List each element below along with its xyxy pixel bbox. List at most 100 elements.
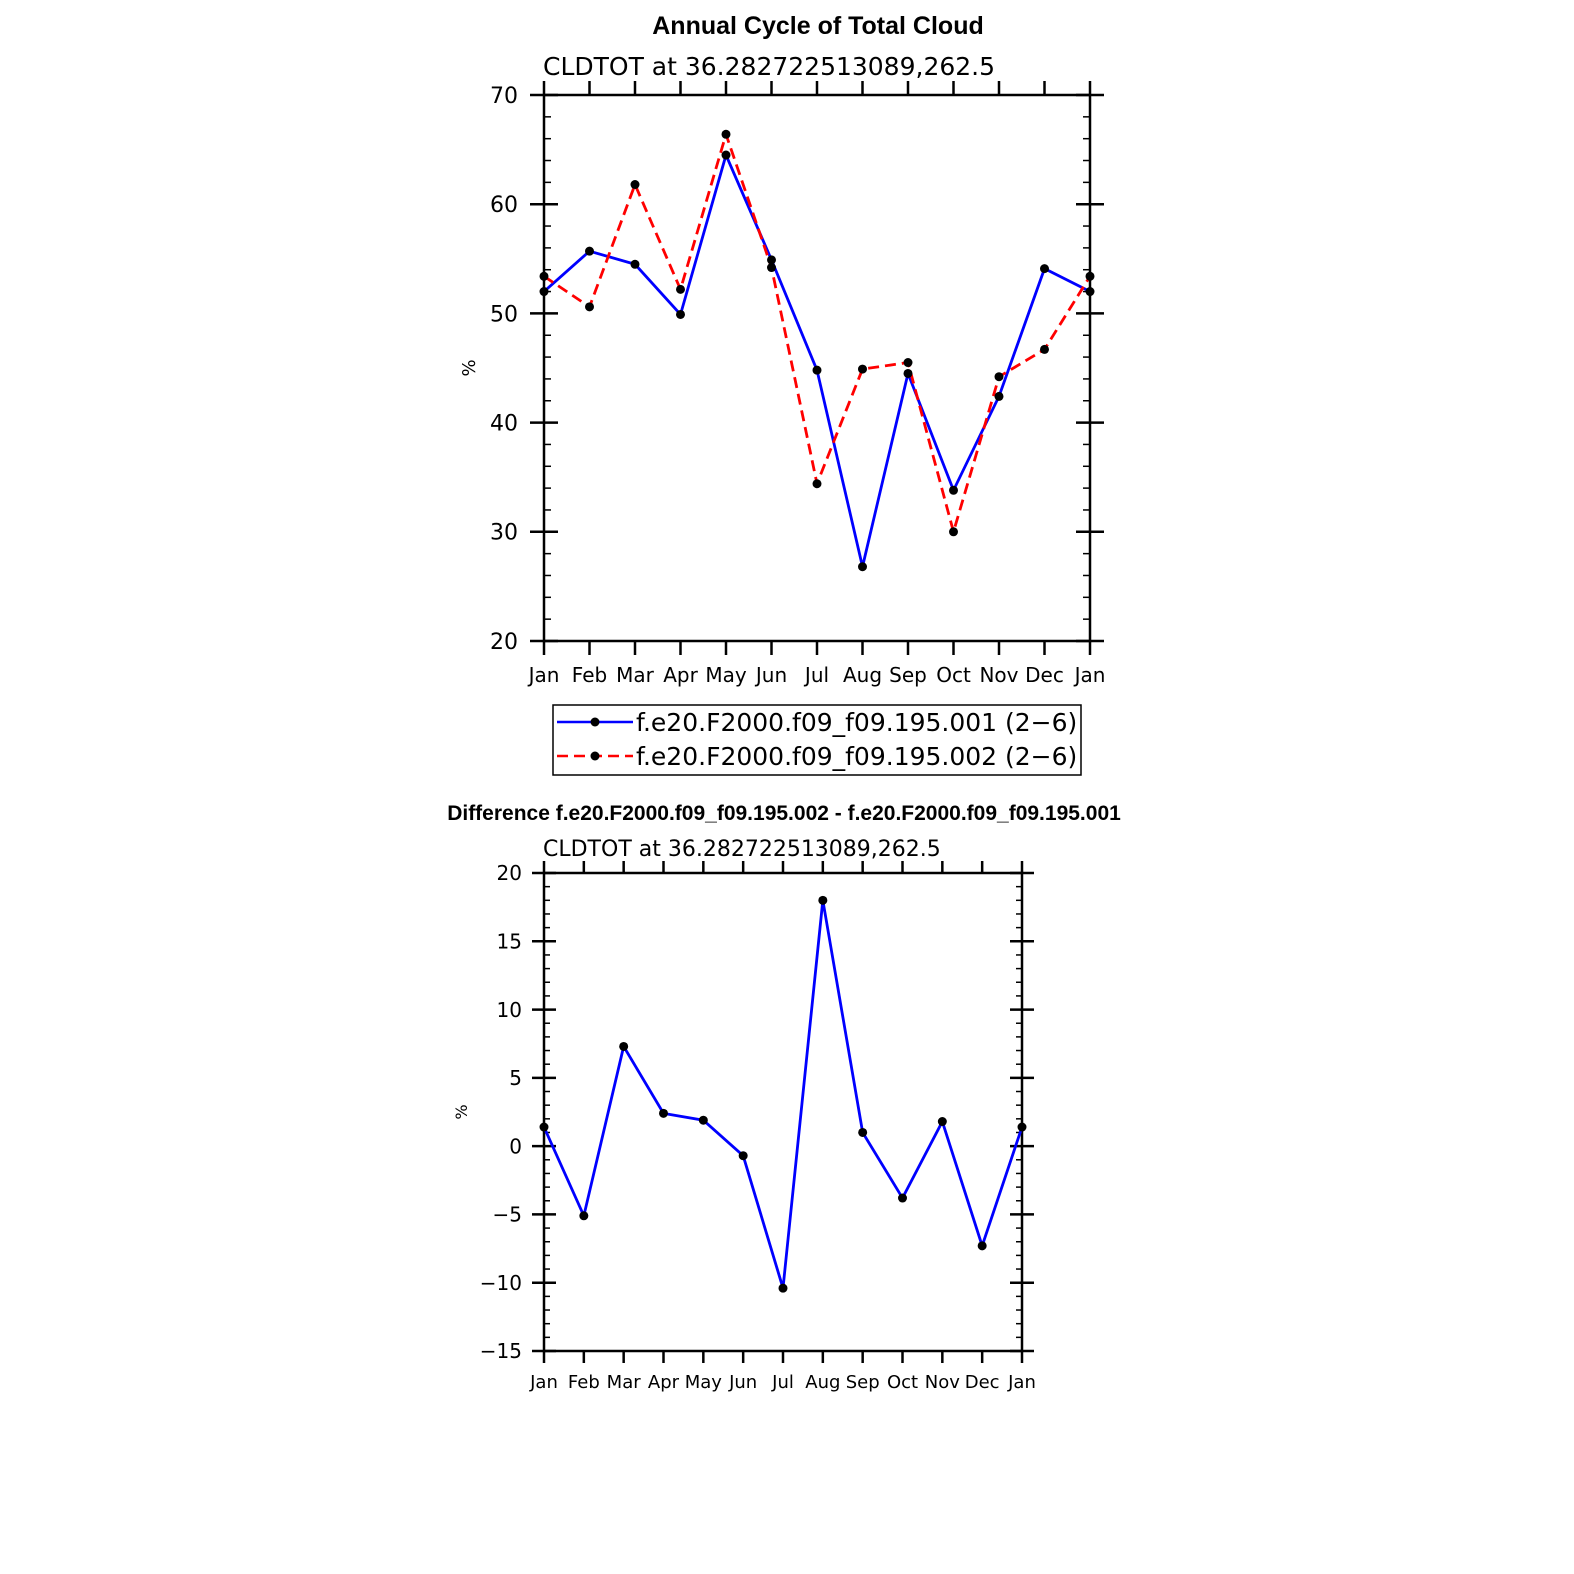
data-point <box>812 365 822 375</box>
x-tick-label: Apr <box>648 1372 680 1393</box>
data-point <box>937 1117 947 1127</box>
x-tick-label: Dec <box>965 1372 1000 1393</box>
data-point <box>903 368 913 378</box>
y-tick-label: 20 <box>490 630 518 655</box>
legend-label-series-1: f.e20.F2000.f09_f09.195.001 (2−6) <box>636 708 1077 737</box>
data-point <box>767 255 776 265</box>
series-line-1 <box>542 900 1024 1289</box>
y-tick-label: 30 <box>490 521 518 546</box>
data-point <box>1085 287 1095 297</box>
data-point <box>1040 264 1049 274</box>
y-tick-label: 0 <box>509 1134 522 1158</box>
data-point <box>818 895 828 905</box>
x-tick-label: Nov <box>925 1372 960 1393</box>
x-tick-label: Oct <box>887 1372 918 1393</box>
x-tick-label: May <box>685 1372 723 1393</box>
annual-cycle-chart: Annual Cycle of Total Cloud CLDTOT at 36… <box>459 12 1105 687</box>
y-tick-label: 40 <box>490 412 518 437</box>
y-tick-label: −10 <box>480 1271 522 1295</box>
x-tick-label: Jan <box>1073 663 1106 687</box>
data-point <box>676 284 685 294</box>
x-tick-label: Feb <box>572 663 607 687</box>
x-tick-label: Mar <box>607 1372 642 1393</box>
data-point <box>659 1108 668 1118</box>
x-tick-label: Jun <box>754 663 787 687</box>
chart-subtitle: CLDTOT at 36.282722513089,262.5 <box>543 837 941 862</box>
data-point <box>1017 1122 1027 1132</box>
data-point <box>539 271 549 281</box>
series-group <box>539 895 1027 1293</box>
x-tick-label: Jan <box>529 1372 558 1393</box>
data-point <box>812 479 822 489</box>
data-point <box>698 1115 708 1125</box>
data-point <box>630 180 640 190</box>
data-point <box>738 1151 748 1161</box>
y-tick-label: −5 <box>493 1203 522 1227</box>
legend-label-series-2: f.e20.F2000.f09_f09.195.002 (2−6) <box>636 742 1077 771</box>
data-point <box>585 302 594 312</box>
data-point <box>539 1122 549 1132</box>
axes: Jan Feb Mar Apr May Jun Jul Aug Sep Oct Nov Dec Jan 2… <box>490 81 1105 687</box>
legend: f.e20.F2000.f09_f09.195.001 (2−6) f.e20.… <box>552 704 1082 776</box>
data-point <box>721 129 731 139</box>
data-point <box>994 372 1004 382</box>
x-tick-label: Nov <box>979 663 1018 687</box>
x-tick-label: May <box>705 663 747 687</box>
y-tick-label: 70 <box>490 84 518 109</box>
data-point <box>994 391 1004 401</box>
x-tick-label: Mar <box>616 663 655 687</box>
data-point <box>858 364 867 374</box>
data-point <box>1040 344 1049 354</box>
series-line-2 <box>543 129 1092 537</box>
legend-marker-series-2 <box>590 751 600 761</box>
x-tick-label: Jun <box>728 1372 757 1393</box>
x-tick-label: Feb <box>568 1372 600 1393</box>
legend-box <box>552 704 1082 776</box>
y-axis-label: % <box>452 1104 471 1119</box>
chart-subtitle: CLDTOT at 36.282722513089,262.5 <box>543 52 995 81</box>
y-tick-label: −15 <box>480 1339 522 1363</box>
x-tick-label: Oct <box>936 663 971 687</box>
y-tick-label: 20 <box>497 861 522 885</box>
difference-chart: Difference f.e20.F2000.f09_f09.195.002 -… <box>447 802 1121 1393</box>
y-tick-label: 60 <box>490 193 518 218</box>
y-tick-label: 10 <box>497 998 522 1022</box>
data-point <box>579 1211 589 1221</box>
legend-marker-series-1 <box>590 717 600 727</box>
chart-title: Difference f.e20.F2000.f09_f09.195.002 -… <box>447 802 1121 825</box>
series-group <box>539 129 1095 572</box>
data-point <box>903 358 913 368</box>
x-tick-label: Sep <box>889 663 927 687</box>
data-point <box>949 485 958 495</box>
x-tick-label: Apr <box>663 663 698 687</box>
series-line-1 <box>543 150 1091 568</box>
data-point <box>676 309 685 319</box>
y-axis-label: % <box>459 359 480 376</box>
x-tick-label: Jan <box>1007 1372 1036 1393</box>
data-point <box>949 527 958 537</box>
data-point <box>858 562 867 572</box>
x-tick-label: Jul <box>771 1372 794 1393</box>
x-tick-label: Jul <box>803 663 829 687</box>
y-tick-label: 15 <box>497 929 522 953</box>
data-point <box>858 1127 868 1137</box>
data-point <box>1085 271 1095 281</box>
data-point <box>898 1193 907 1203</box>
data-point <box>619 1041 629 1051</box>
data-point <box>778 1283 788 1293</box>
chart-title: Annual Cycle of Total Cloud <box>652 12 983 40</box>
x-tick-label: Jan <box>527 663 560 687</box>
y-tick-label: 50 <box>490 302 518 327</box>
data-point <box>767 263 776 273</box>
x-tick-label: Sep <box>846 1372 880 1393</box>
x-tick-label: Dec <box>1025 663 1064 687</box>
data-point <box>585 246 594 256</box>
data-point <box>721 150 731 160</box>
x-tick-label: Aug <box>805 1372 840 1393</box>
data-point <box>977 1241 987 1251</box>
data-point <box>539 287 549 297</box>
x-tick-label: Aug <box>843 663 882 687</box>
axes: Jan Feb Mar Apr May Jun Jul Aug Sep Oct Nov Dec Jan−… <box>480 861 1036 1393</box>
data-point <box>630 259 640 269</box>
